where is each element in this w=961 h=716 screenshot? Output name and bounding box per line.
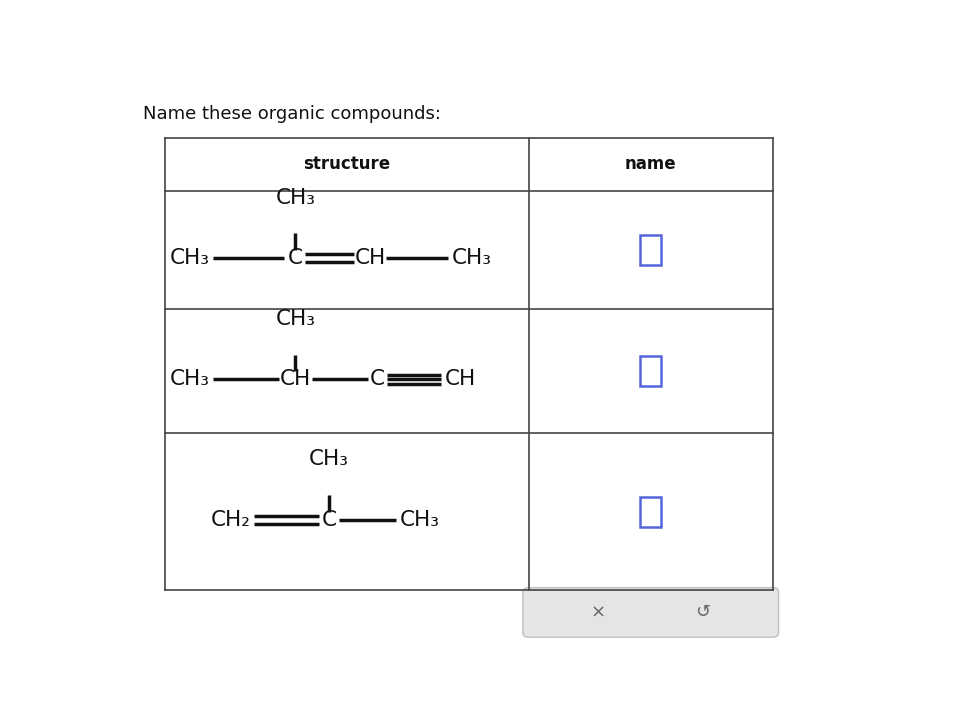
Text: name: name	[625, 155, 676, 173]
Text: CH₃: CH₃	[400, 510, 439, 530]
FancyBboxPatch shape	[523, 588, 777, 637]
Text: ↺: ↺	[695, 604, 710, 621]
Text: ×: ×	[590, 604, 605, 621]
Text: CH₃: CH₃	[275, 309, 315, 329]
Text: CH₂: CH₂	[210, 510, 251, 530]
Text: C: C	[287, 248, 303, 268]
Text: CH₃: CH₃	[169, 369, 209, 390]
Text: CH: CH	[280, 369, 310, 390]
Text: CH₃: CH₃	[169, 248, 209, 268]
Text: CH: CH	[444, 369, 476, 390]
Text: CH: CH	[354, 248, 385, 268]
Text: CH₃: CH₃	[275, 188, 315, 208]
Text: CH₃: CH₃	[308, 450, 349, 470]
Text: CH₃: CH₃	[452, 248, 491, 268]
Text: Name these organic compounds:: Name these organic compounds:	[142, 105, 440, 123]
Text: C: C	[370, 369, 384, 390]
Text: C: C	[321, 510, 336, 530]
Text: structure: structure	[303, 155, 390, 173]
